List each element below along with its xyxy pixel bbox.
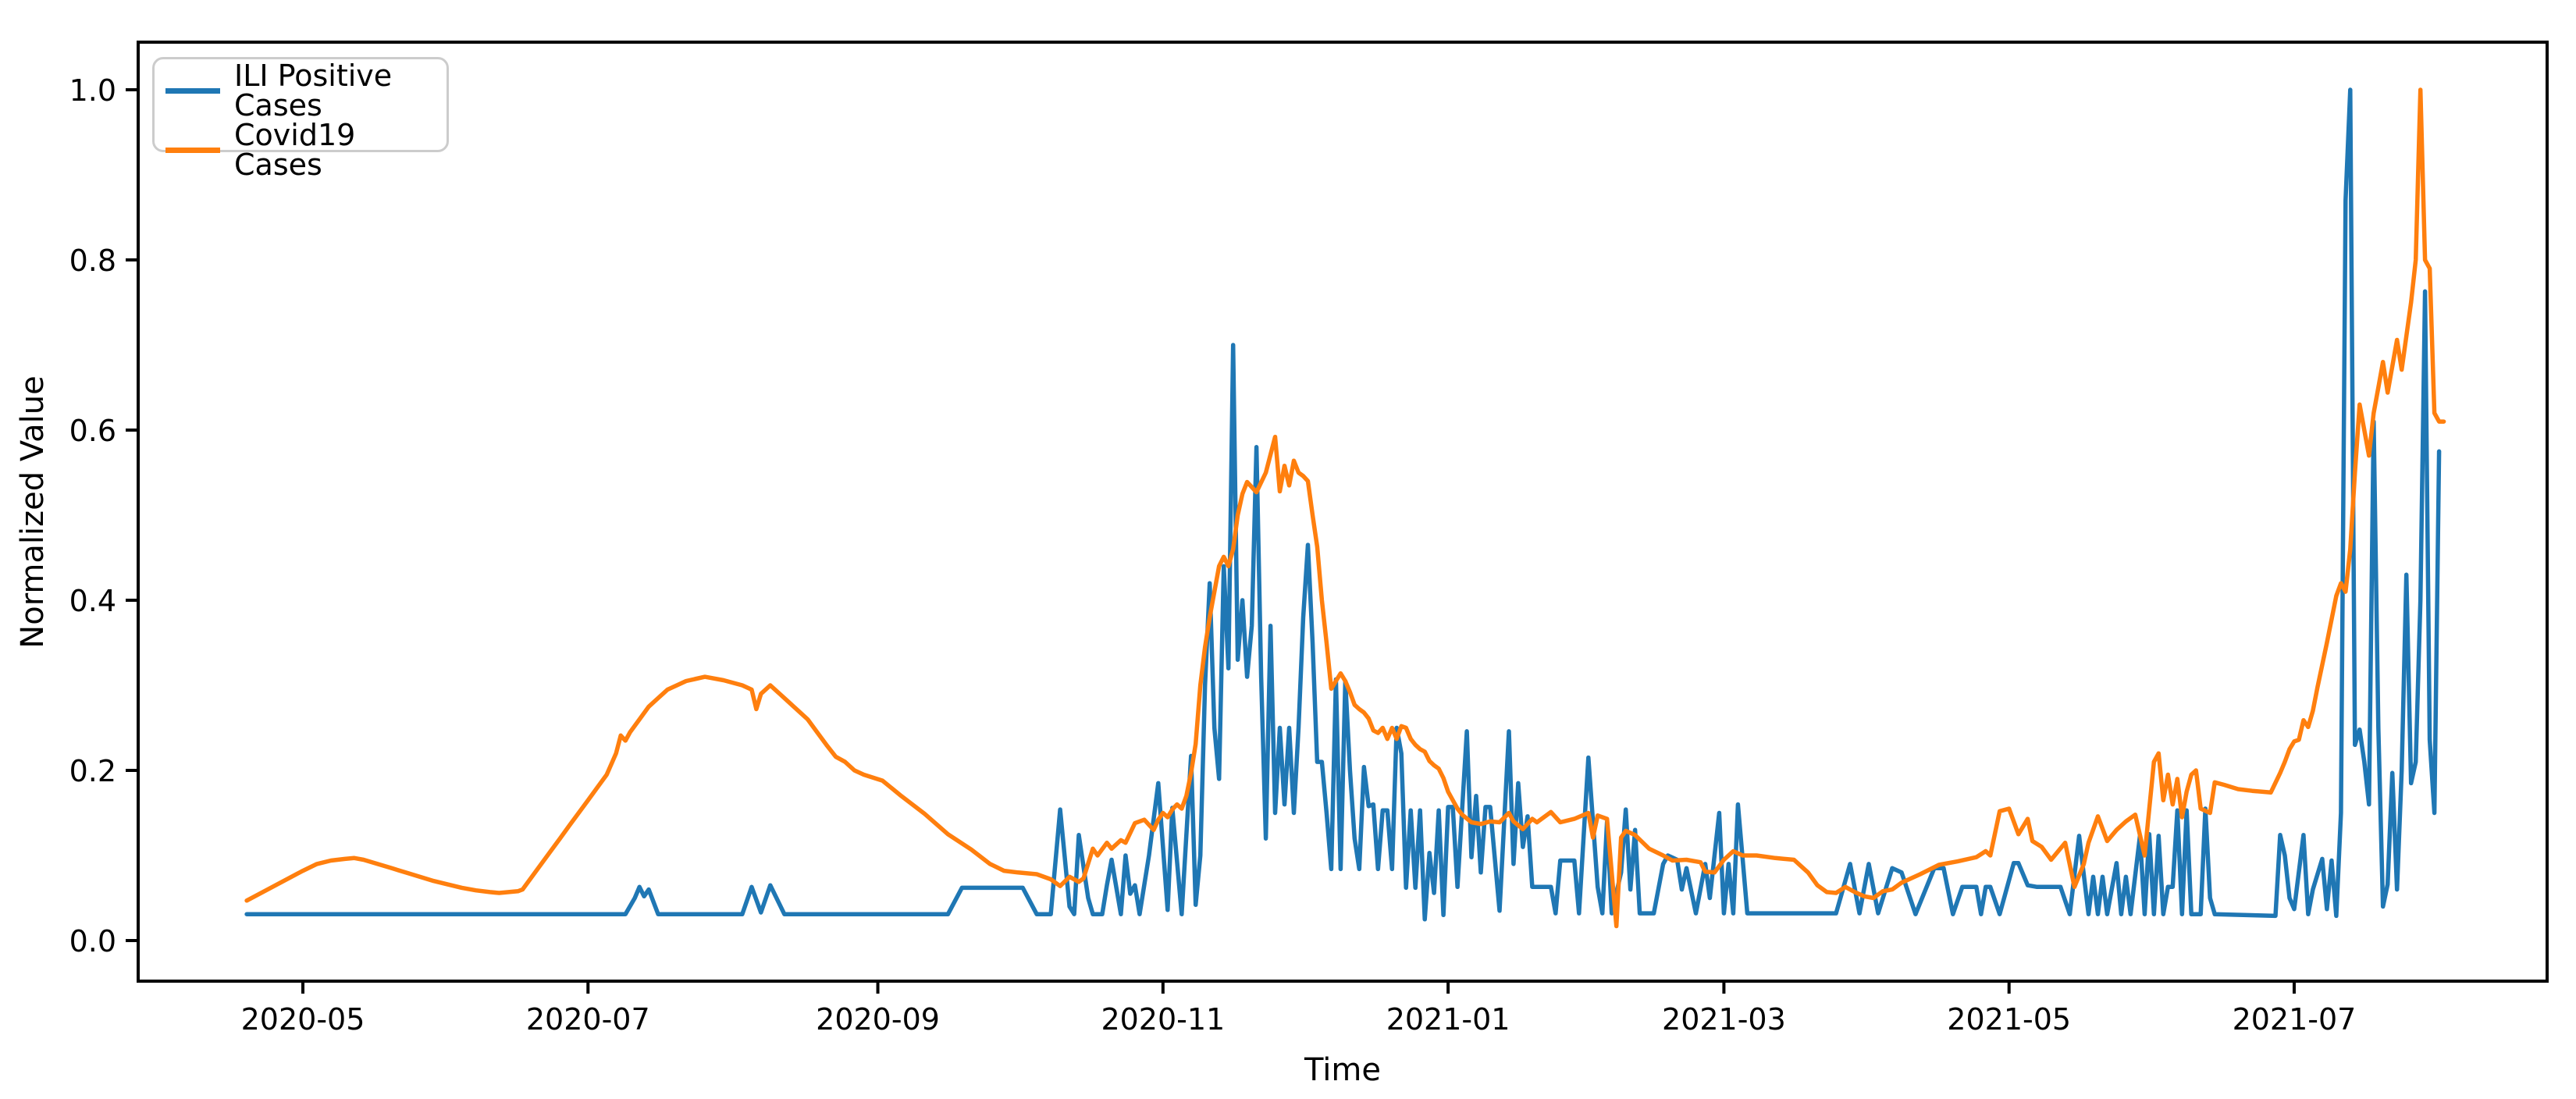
tick-label: 2021-01 — [1386, 1002, 1510, 1037]
tick-label: 2021-07 — [2233, 1002, 2357, 1037]
tick-label: 2021-03 — [1662, 1002, 1786, 1037]
tick-label: 2020-05 — [241, 1002, 365, 1037]
legend-entry-ili: ILI Positive Cases — [165, 61, 436, 120]
plot-border — [137, 41, 2549, 983]
legend-label-covid: Covid19 Cases — [234, 118, 356, 182]
tick-label: 1.0 — [69, 73, 116, 108]
y-axis-title: Normalized Value — [15, 375, 51, 649]
legend-swatch-covid — [165, 147, 220, 153]
tick-label: 0.8 — [69, 244, 116, 278]
legend: ILI Positive Cases Covid19 Cases — [152, 57, 449, 180]
tick-label: 0.6 — [69, 414, 116, 448]
tick-label: 0.2 — [69, 754, 116, 788]
tick-label: 2020-11 — [1101, 1002, 1225, 1037]
series-line-ili-positive-cases — [244, 87, 2442, 922]
legend-entry-covid: Covid19 Cases — [165, 120, 436, 180]
x-axis-title: Time — [1304, 1052, 1381, 1088]
tick-label: 2021-05 — [1947, 1002, 2071, 1037]
legend-label-ili: ILI Positive Cases — [234, 59, 393, 123]
tick-label: 2020-09 — [816, 1002, 940, 1037]
legend-swatch-ili — [165, 87, 220, 94]
series-line-covid19-cases — [244, 87, 2446, 929]
axis-ticks: 2020-05 2020-07 2020-09 2020-11 2021-01 2021-… — [69, 73, 2357, 1037]
tick-label: 0.0 — [69, 924, 116, 959]
tick-label: 2020-07 — [526, 1002, 650, 1037]
tick-label: 0.4 — [69, 584, 116, 618]
